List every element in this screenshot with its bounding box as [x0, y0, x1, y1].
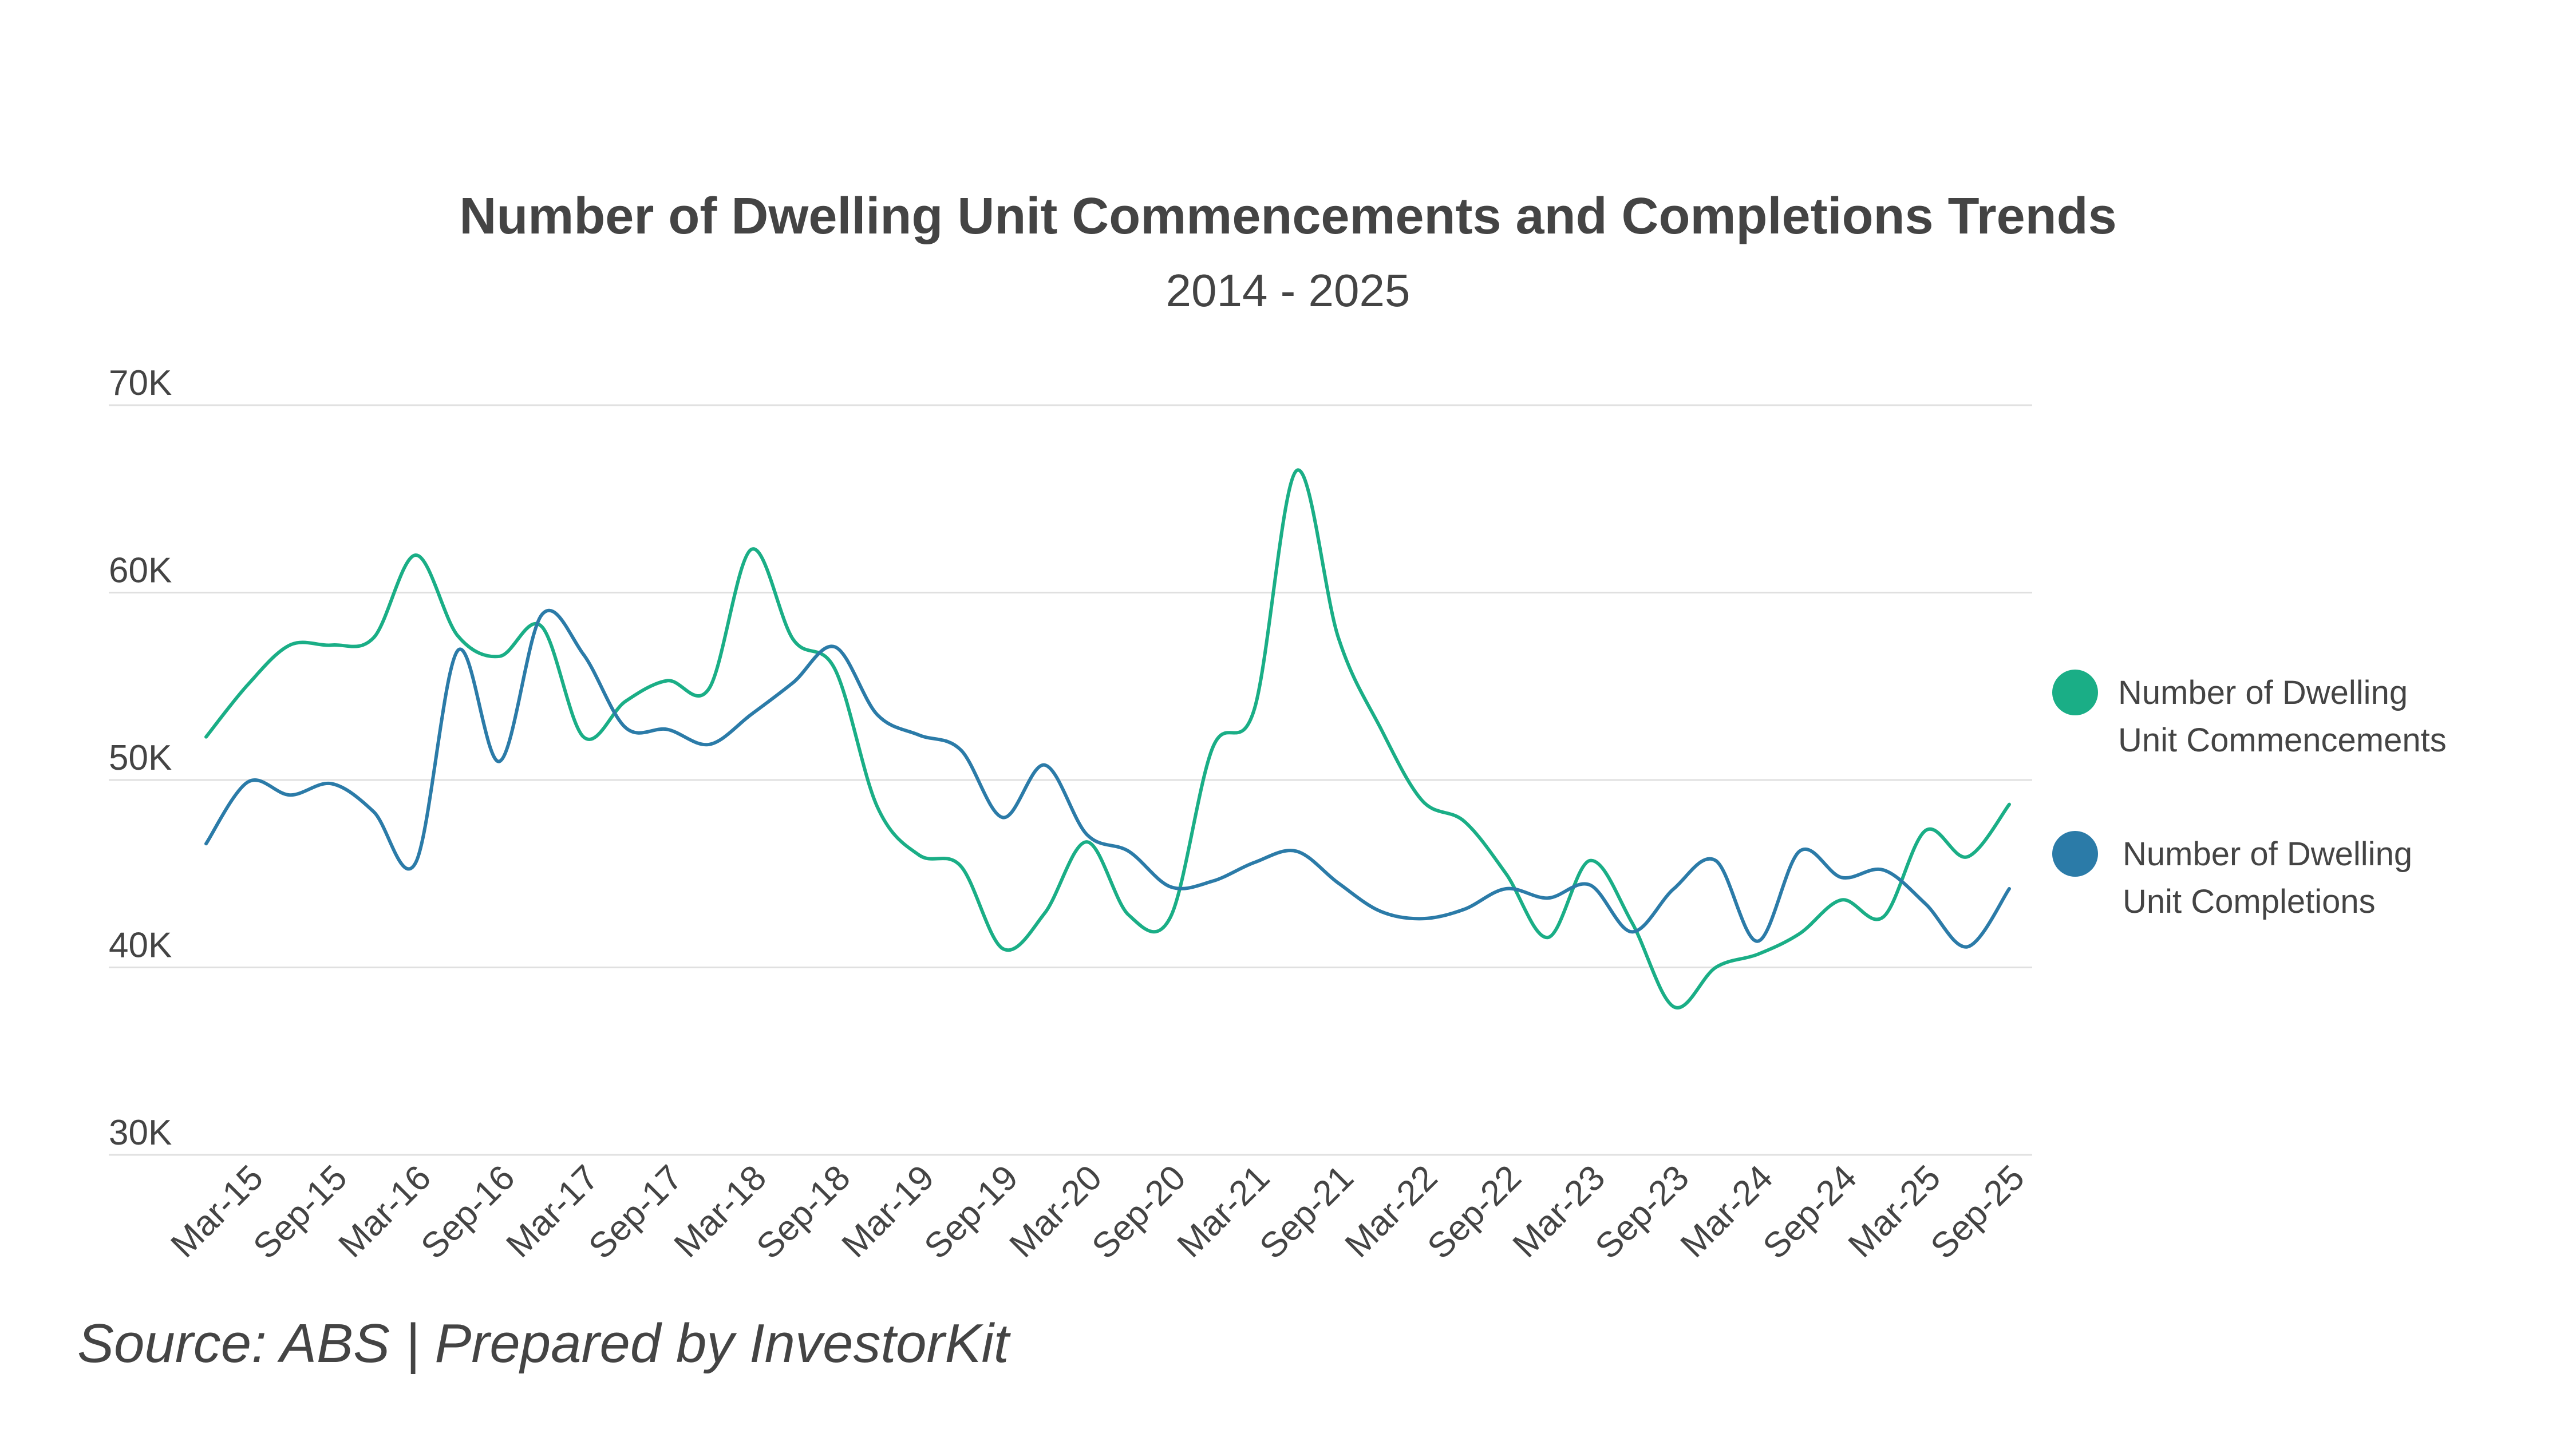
x-tick-label: Mar-21 [1170, 1158, 1278, 1265]
x-tick-label: Sep-19 [917, 1158, 1026, 1266]
y-axis-ticks: 70K 60K 50K 40K 30K [109, 363, 172, 1153]
x-tick-label: Mar-19 [835, 1158, 942, 1265]
x-tick-label: Mar-22 [1338, 1158, 1445, 1265]
x-tick-label: Sep-22 [1420, 1158, 1529, 1266]
x-tick-label: Mar-24 [1673, 1158, 1781, 1265]
legend: Number of Dwelling Unit Commencements Numb… [2052, 670, 2447, 920]
x-tick-label: Sep-25 [1923, 1158, 2032, 1266]
x-tick-label: Sep-17 [582, 1158, 690, 1266]
x-tick-label: Mar-18 [667, 1158, 775, 1265]
chart-subtitle: 2014 - 2025 [1165, 265, 1410, 316]
grid-lines [109, 404, 2032, 1156]
x-tick-label: Mar-16 [331, 1158, 439, 1265]
series-lines [204, 468, 2011, 1009]
chart-title: Number of Dwelling Unit Commencements an… [459, 188, 2116, 245]
y-tick-label: 70K [109, 363, 172, 403]
legend-label: Number of Dwelling Unit Completions [2123, 836, 2412, 920]
y-tick-label: 40K [109, 926, 172, 965]
x-tick-label: Mar-25 [1841, 1158, 1949, 1265]
completions-line [204, 608, 2011, 949]
commencements-line [204, 468, 2011, 1009]
y-tick-label: 60K [109, 551, 172, 591]
source-note: Source: ABS | Prepared by InvestorKit [77, 1313, 1011, 1375]
x-tick-label: Sep-24 [1756, 1158, 1864, 1266]
legend-label: Number of Dwelling Unit Commencements [2118, 674, 2447, 759]
legend-item: Number of Dwelling Unit Completions [2052, 831, 2412, 920]
legend-marker [2052, 670, 2098, 715]
x-tick-label: Sep-23 [1588, 1158, 1697, 1266]
x-tick-label: Sep-21 [1253, 1158, 1361, 1266]
x-tick-label: Sep-16 [414, 1158, 523, 1266]
x-tick-label: Sep-20 [1085, 1158, 1194, 1266]
x-tick-label: Mar-17 [499, 1158, 607, 1265]
legend-marker [2052, 831, 2098, 877]
x-tick-label: Sep-15 [246, 1158, 354, 1266]
x-tick-label: Mar-23 [1506, 1158, 1613, 1265]
y-tick-label: 50K [109, 738, 172, 778]
legend-item: Number of Dwelling Unit Commencements [2052, 670, 2447, 759]
x-axis-ticks: Mar-15Sep-15Mar-16Sep-16Mar-17Sep-17Mar-… [163, 1158, 2032, 1266]
x-tick-label: Mar-20 [1002, 1158, 1110, 1265]
y-tick-label: 30K [109, 1113, 172, 1153]
x-tick-label: Sep-18 [749, 1158, 858, 1266]
x-tick-label: Mar-15 [163, 1158, 271, 1265]
